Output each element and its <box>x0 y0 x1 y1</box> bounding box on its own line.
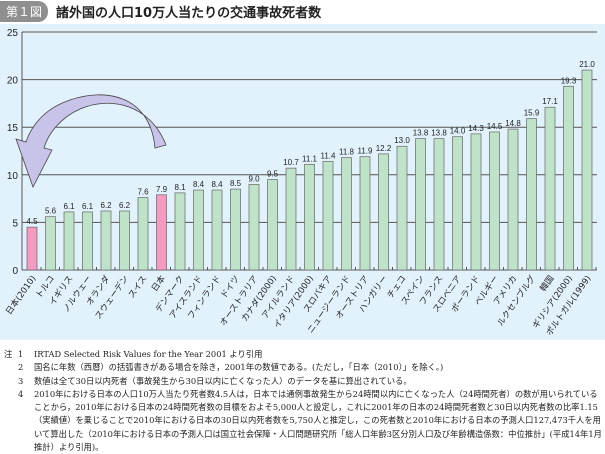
y-tick-label: 0 <box>12 266 18 277</box>
data-label: 9.5 <box>267 170 279 179</box>
bar <box>489 131 500 271</box>
y-tick-label: 10 <box>7 171 19 182</box>
data-label: 13.0 <box>394 136 410 145</box>
bar <box>100 210 112 271</box>
bar <box>507 128 519 271</box>
bar <box>267 179 278 271</box>
bar <box>230 188 241 271</box>
note-text: IRTAD Selected Risk Values for the Year … <box>34 349 263 359</box>
data-label: 10.7 <box>283 158 299 167</box>
bar <box>433 138 445 271</box>
bar <box>82 211 93 271</box>
x-tick-label: 韓国 <box>538 273 557 293</box>
x-tick-label: 日本 <box>149 273 168 294</box>
notes-label: 注 <box>4 349 13 359</box>
bar <box>359 156 371 271</box>
notes: 注 1 IRTAD Selected Risk Values for the Yea… <box>4 348 604 454</box>
data-label: 19.3 <box>561 76 577 85</box>
bar <box>193 189 204 271</box>
bar <box>544 106 556 271</box>
note-text: 2010年における日本の人口10万人当たり死者数4.5人は，日本では通例事故発生… <box>34 388 602 453</box>
data-label: 7.6 <box>137 188 149 197</box>
data-label: 9.0 <box>248 174 260 183</box>
data-label: 17.1 <box>542 97 558 106</box>
data-label: 4.5 <box>26 217 38 226</box>
bar <box>174 192 186 271</box>
note-row: 3 数値は全て30日以内死者（事故発生から30日以内に亡くなった人）のデータを基に… <box>4 375 604 388</box>
curved-arrow-icon <box>15 94 167 189</box>
bar <box>156 194 167 271</box>
bar <box>45 216 56 271</box>
data-label: 11.8 <box>339 148 355 157</box>
data-label: 21.0 <box>579 60 595 69</box>
data-label: 6.1 <box>82 202 94 211</box>
note-number: 4 <box>18 388 24 399</box>
note-number: 1 <box>18 349 24 359</box>
data-label: 11.1 <box>302 154 318 163</box>
bar <box>248 183 260 271</box>
data-label: 11.9 <box>358 147 374 156</box>
y-tick-label: 5 <box>12 218 18 229</box>
bar <box>526 118 537 271</box>
bar <box>211 189 223 271</box>
bar <box>470 133 482 271</box>
data-label: 6.2 <box>100 201 112 210</box>
bar <box>341 157 352 271</box>
data-label: 8.5 <box>230 179 242 188</box>
bar <box>304 163 315 271</box>
figure-title-text: 諸外国の人口10万人当たりの交通事故死者数 <box>56 5 322 21</box>
bar <box>26 226 38 271</box>
data-label: 5.6 <box>45 207 57 216</box>
bar <box>415 138 426 271</box>
y-tick-label: 20 <box>7 76 19 87</box>
data-label: 8.4 <box>211 180 223 189</box>
x-tick-label: スイス <box>127 274 150 300</box>
chart-panel: 0 5 10 15 20 25 4.5 日本(2010) 5.6 トルコ 6.1 イギリス 6.1 ノルウ… <box>0 24 605 340</box>
data-label: 15.9 <box>524 109 540 118</box>
note-text: 国名に年数（西暦）の括弧書きがある場合を除き，2001年の数値である。(ただし，… <box>34 362 444 373</box>
note-row: 4 2010年における日本の人口10万人当たり死者数4.5人は，日本では通例事故発… <box>4 388 604 454</box>
figure-title: 第１図 諸外国の人口10万人当たりの交通事故死者数 <box>0 0 321 22</box>
data-label: 13.8 <box>413 129 429 138</box>
note-number: 2 <box>18 362 24 373</box>
note-row: 2 国名に年数（西暦）の括弧書きがある場合を除き，2001年の数値である。(ただし… <box>4 361 604 374</box>
data-label: 8.4 <box>193 180 205 189</box>
data-label: 14.3 <box>468 124 484 133</box>
bar <box>581 69 593 271</box>
note-number: 3 <box>18 375 24 386</box>
figure-badge: 第１図 <box>0 0 49 22</box>
y-tick-label: 15 <box>7 123 19 134</box>
bar-chart: 05101520254.5日本(2010)5.6トルコ6.1イギリス6.1ノルウ… <box>3 28 597 338</box>
data-label: 7.9 <box>156 185 168 194</box>
bar <box>396 145 408 271</box>
data-label: 13.8 <box>431 129 447 138</box>
data-label: 14.5 <box>487 122 503 131</box>
bar <box>137 197 149 271</box>
y-tick-label: 25 <box>7 28 19 39</box>
data-label: 11.4 <box>321 151 337 160</box>
data-label: 6.2 <box>119 201 131 210</box>
data-label: 6.1 <box>63 202 75 211</box>
bar <box>119 210 130 271</box>
bar <box>63 211 75 271</box>
note-row: 注 1 IRTAD Selected Risk Values for the Yea… <box>4 348 604 361</box>
data-label: 12.2 <box>376 144 392 153</box>
bar <box>285 167 297 271</box>
note-text: 数値は全て30日以内死者（事故発生から30日以内に亡くなった人）のデータを基に算… <box>34 375 412 386</box>
bar <box>563 85 574 271</box>
bar <box>378 153 389 271</box>
bar <box>452 136 463 271</box>
data-label: 8.1 <box>174 183 186 192</box>
bar <box>322 161 334 271</box>
data-label: 14.8 <box>505 119 521 128</box>
data-label: 14.0 <box>450 127 466 136</box>
